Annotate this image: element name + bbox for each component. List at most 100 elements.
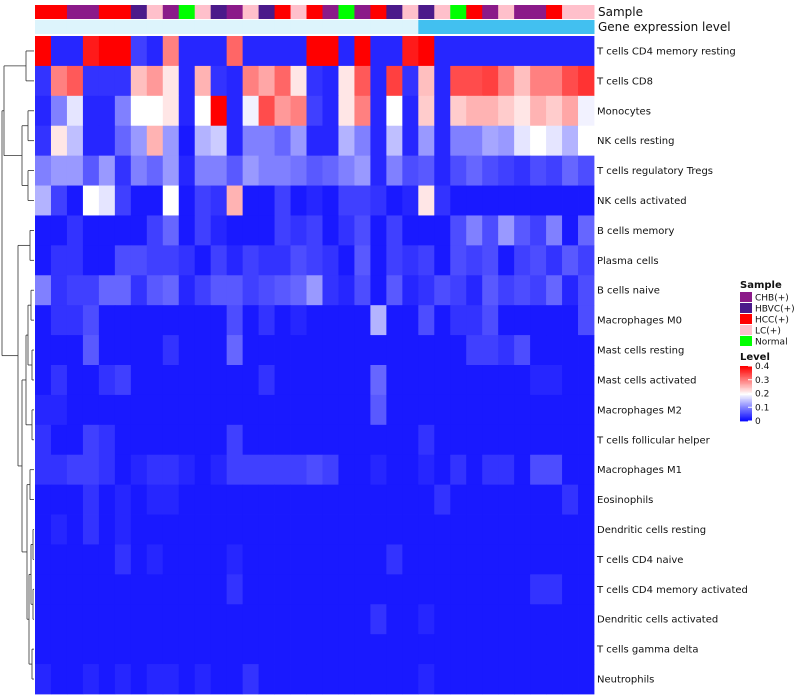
heatmap-cell [338, 215, 355, 246]
heatmap-cell [50, 394, 68, 426]
heatmap-cell [498, 394, 515, 426]
sample-cell [450, 5, 467, 19]
heatmap-cell [434, 36, 451, 67]
heatmap-cell [130, 185, 148, 216]
heatmap-cell [242, 65, 259, 97]
heatmap-cell [370, 634, 387, 665]
expression-level-cell [258, 20, 276, 34]
heatmap-cell [498, 544, 515, 575]
heatmap-cell [210, 514, 228, 545]
expression-level-cell [35, 20, 52, 34]
heatmap-cell [194, 424, 212, 456]
colorbar-segment [740, 401, 752, 404]
heatmap-cell [242, 514, 259, 545]
heatmap-cell [530, 335, 547, 366]
heatmap-cell [50, 424, 68, 456]
row-label: Monocytes [597, 106, 651, 117]
heatmap-cell [322, 65, 339, 97]
heatmap-cell [162, 574, 180, 605]
heatmap-cell [482, 454, 499, 486]
heatmap-cell [482, 185, 499, 216]
heatmap-cell [290, 604, 307, 635]
heatmap-cell [562, 514, 579, 545]
colorbar-segment [740, 410, 752, 412]
heatmap-cell [370, 365, 387, 396]
expression-level-cell [530, 20, 547, 34]
heatmap-cell [514, 424, 531, 456]
heatmap-cell [370, 574, 387, 605]
heatmap-cell [370, 335, 387, 366]
heatmap-cell [434, 155, 451, 186]
heatmap-cell [562, 335, 579, 366]
heatmap-cell [434, 454, 451, 486]
heatmap-cell [194, 125, 212, 157]
heatmap-cell [498, 634, 515, 665]
heatmap-cell [338, 604, 355, 635]
heatmap-cell [370, 514, 387, 545]
heatmap-cell [258, 544, 275, 575]
heatmap-cell [146, 454, 164, 486]
heatmap-cell [82, 634, 100, 665]
heatmap-cell [242, 95, 259, 127]
heatmap-cell [386, 245, 403, 276]
heatmap-cell [98, 634, 116, 665]
heatmap-cell [50, 125, 68, 157]
heatmap-cell [578, 394, 595, 426]
heatmap-cell [530, 484, 547, 515]
heatmap-cell [482, 335, 499, 366]
heatmap-cell [546, 634, 563, 665]
heatmap-cell [482, 155, 499, 186]
heatmap-cell [290, 365, 307, 396]
row-label: B cells memory [597, 226, 674, 237]
heatmap-cell [306, 36, 323, 67]
heatmap-cell [354, 125, 371, 157]
heatmap-cell [370, 454, 387, 486]
heatmap-cell [466, 95, 483, 127]
heatmap-cell [354, 484, 371, 515]
heatmap-cell [226, 484, 244, 515]
colorbar-segment [740, 382, 752, 385]
heatmap-cell [66, 604, 84, 635]
heatmap-cell [306, 275, 323, 306]
expression-level-cell [578, 20, 595, 34]
heatmap-cell [82, 245, 100, 276]
heatmap-cell [418, 305, 435, 336]
heatmap-cell [514, 65, 531, 97]
heatmap-cell [162, 36, 180, 67]
heatmap-cell [50, 275, 68, 306]
heatmap-cell [130, 424, 148, 456]
expression-level-track [35, 20, 595, 34]
colorbar-segment [740, 411, 752, 414]
heatmap-cell [418, 335, 435, 366]
heatmap-cell [450, 125, 467, 157]
heatmap-cell [306, 604, 323, 635]
expression-level-cell [66, 20, 84, 34]
heatmap-cell [578, 365, 595, 396]
heatmap-cell [562, 574, 579, 605]
expression-track-label: Gene expression level [598, 20, 731, 34]
heatmap-cell [178, 65, 196, 97]
heatmap-cell [434, 484, 451, 515]
heatmap-cell [290, 125, 307, 157]
expression-level-cell [498, 20, 515, 34]
heatmap-cell [338, 484, 355, 515]
heatmap-cell [482, 604, 499, 635]
heatmap-cell [290, 394, 307, 426]
heatmap-cell [130, 36, 148, 67]
heatmap-cell [370, 305, 387, 336]
heatmap-cell [402, 245, 419, 276]
heatmap-cell [274, 484, 291, 515]
colorbar-segment [740, 415, 752, 418]
row-label: Macrophages M0 [597, 316, 682, 327]
heatmap-cell [578, 335, 595, 366]
heatmap-cell [274, 365, 291, 396]
heatmap-cell [562, 604, 579, 635]
row-label: T cells CD4 memory resting [596, 46, 736, 57]
heatmap-cell [530, 454, 547, 486]
heatmap-cell [194, 664, 212, 695]
heatmap-cell [434, 275, 451, 306]
heatmap-cell [210, 544, 228, 575]
heatmap-cell [578, 155, 595, 186]
heatmap-cell [130, 245, 148, 276]
legend-swatch [740, 314, 752, 324]
